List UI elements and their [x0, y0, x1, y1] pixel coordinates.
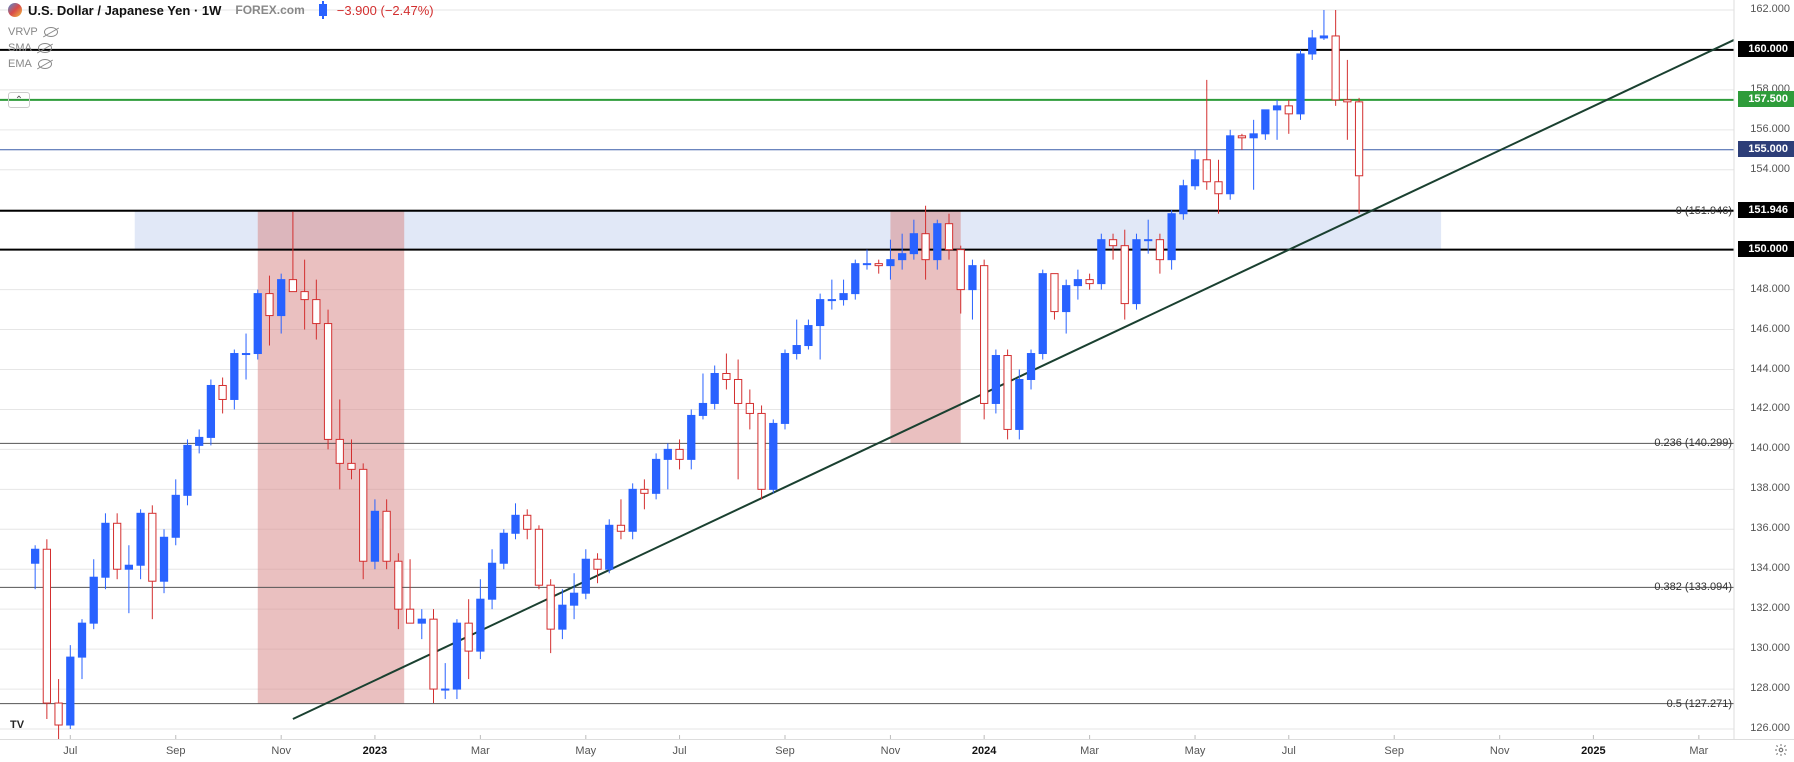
chart-settings-icon[interactable] — [1774, 743, 1788, 757]
broker-label: FOREX.com — [235, 3, 304, 17]
x-axis: Jul Sep Nov 2023 Mar May Jul Sep Nov 2024 Mar May Ju… — [0, 739, 1794, 759]
x-tick: Jul — [673, 745, 687, 757]
visibility-off-icon[interactable] — [44, 27, 58, 37]
x-tick: 2025 — [1581, 745, 1605, 757]
candle-icon — [319, 4, 327, 16]
tradingview-logo: TV — [10, 719, 32, 733]
x-tick: May — [1185, 745, 1206, 757]
fib-level-label: 0.5 (127.271) — [1667, 698, 1732, 710]
price-level-tag: 151.946 — [1738, 202, 1794, 218]
x-tick: Jul — [1282, 745, 1296, 757]
x-tick: Sep — [166, 745, 186, 757]
price-level-tag: 160.000 — [1738, 41, 1794, 57]
x-tick: Sep — [1384, 745, 1404, 757]
indicator-vrvp[interactable]: VRVP — [8, 24, 58, 40]
price-level-tag: 150.000 — [1738, 241, 1794, 257]
price-change: −3.900 (−2.47%) — [337, 3, 434, 18]
x-tick: 2023 — [363, 745, 387, 757]
indicator-ema[interactable]: EMA — [8, 56, 58, 72]
indicator-list: VRVP SMA EMA — [8, 24, 58, 72]
collapse-indicators-button[interactable]: ⌃ — [8, 92, 30, 108]
visibility-off-icon[interactable] — [38, 43, 52, 53]
broker-logo-icon — [8, 3, 22, 17]
x-tick: Nov — [881, 745, 901, 757]
x-tick: Mar — [1080, 745, 1099, 757]
x-tick: Sep — [775, 745, 795, 757]
fib-level-label: 0 (151.946) — [1676, 205, 1732, 217]
fib-level-label: 0.236 (140.299) — [1654, 437, 1732, 449]
chart-header: U.S. Dollar / Japanese Yen · 1W FOREX.co… — [0, 0, 434, 20]
price-level-tag: 155.000 — [1738, 141, 1794, 157]
fib-level-label: 0.382 (133.094) — [1654, 581, 1732, 593]
indicator-sma[interactable]: SMA — [8, 40, 58, 56]
x-tick: Nov — [271, 745, 291, 757]
visibility-off-icon[interactable] — [38, 59, 52, 69]
x-tick: Mar — [471, 745, 490, 757]
x-tick: May — [575, 745, 596, 757]
x-tick: Nov — [1490, 745, 1510, 757]
x-tick: Mar — [1689, 745, 1708, 757]
symbol-title[interactable]: U.S. Dollar / Japanese Yen · 1W — [28, 3, 221, 18]
x-tick: Jul — [63, 745, 77, 757]
price-level-tag: 157.500 — [1738, 91, 1794, 107]
price-chart[interactable] — [0, 0, 1794, 759]
x-tick: 2024 — [972, 745, 996, 757]
